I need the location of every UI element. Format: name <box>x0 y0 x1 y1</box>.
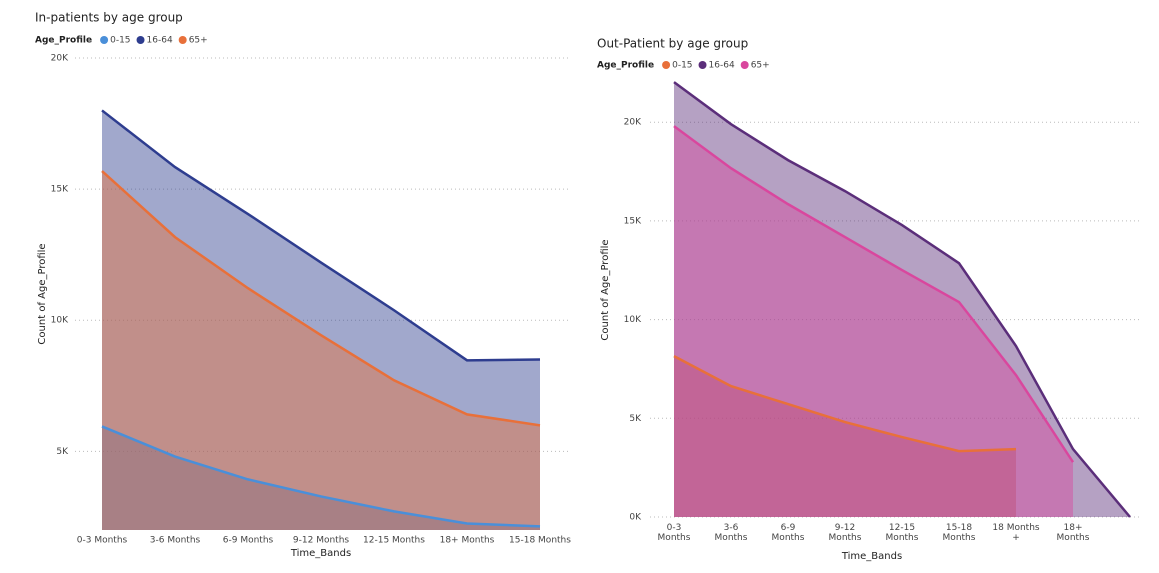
legend-label: 65+ <box>189 36 208 46</box>
area <box>102 110 540 530</box>
legend-marker <box>178 36 187 44</box>
legend-marker <box>100 36 109 44</box>
x-tick-label: 6-9 Months <box>223 536 274 546</box>
x-tick-label: 9-12 Months <box>293 536 349 546</box>
x-tick-label: 15-18 Months <box>509 536 571 546</box>
y-tick-label: 10K <box>624 315 642 325</box>
chart-title: In-patients by age group <box>35 11 183 25</box>
x-tick-label: 0-3 Months <box>658 523 691 543</box>
legend-title: Age_Profile <box>597 61 654 71</box>
legend-marker <box>740 61 749 69</box>
area <box>674 82 1130 517</box>
legend-marker <box>662 61 671 69</box>
x-axis-title: Time_Bands <box>841 551 902 562</box>
chart-title: Out-Patient by age group <box>597 37 748 51</box>
line <box>673 125 1075 463</box>
legend-label: 65+ <box>751 61 770 71</box>
x-tick-label: 18+ Months <box>440 536 495 546</box>
y-axis-title: Count of Age_Profile <box>37 243 48 344</box>
legend-marker <box>136 36 145 44</box>
y-tick-label: 20K <box>51 54 69 64</box>
y-tick-label: 0K <box>629 513 642 523</box>
line <box>101 109 541 362</box>
x-tick-label: 18+ Months <box>1057 523 1090 543</box>
y-tick-label: 10K <box>51 316 69 326</box>
line <box>101 425 541 528</box>
area <box>674 126 1073 517</box>
x-axis-title: Time_Bands <box>290 548 351 559</box>
y-tick-label: 5K <box>56 447 69 457</box>
legend-label: 16-64 <box>147 36 173 46</box>
x-tick-label: 3-6 Months <box>150 536 201 546</box>
x-tick-label: 18 Months + <box>992 523 1040 543</box>
legend-label: 0-15 <box>110 36 130 46</box>
y-tick-label: 20K <box>624 118 642 128</box>
x-tick-label: 12-15 Months <box>363 536 425 546</box>
legend-title: Age_Profile <box>35 36 92 46</box>
x-tick-label: 15-18 Months <box>943 523 976 543</box>
y-tick-label: 5K <box>629 414 642 424</box>
legend-label: 16-64 <box>709 61 735 71</box>
line <box>101 170 541 427</box>
area <box>102 171 540 531</box>
x-tick-label: 0-3 Months <box>77 536 128 546</box>
y-axis-title: Count of Age_Profile <box>600 239 611 340</box>
area <box>102 426 540 530</box>
legend-label: 0-15 <box>672 61 692 71</box>
x-tick-label: 3-6 Months <box>715 523 748 543</box>
x-tick-label: 12-15 Months <box>886 523 919 543</box>
x-tick-label: 6-9 Months <box>772 523 805 543</box>
y-tick-label: 15K <box>624 216 642 226</box>
x-tick-label: 9-12 Months <box>829 523 862 543</box>
line <box>673 81 1131 518</box>
legend-marker <box>698 61 707 69</box>
y-tick-label: 15K <box>51 185 69 195</box>
line <box>673 355 1017 453</box>
